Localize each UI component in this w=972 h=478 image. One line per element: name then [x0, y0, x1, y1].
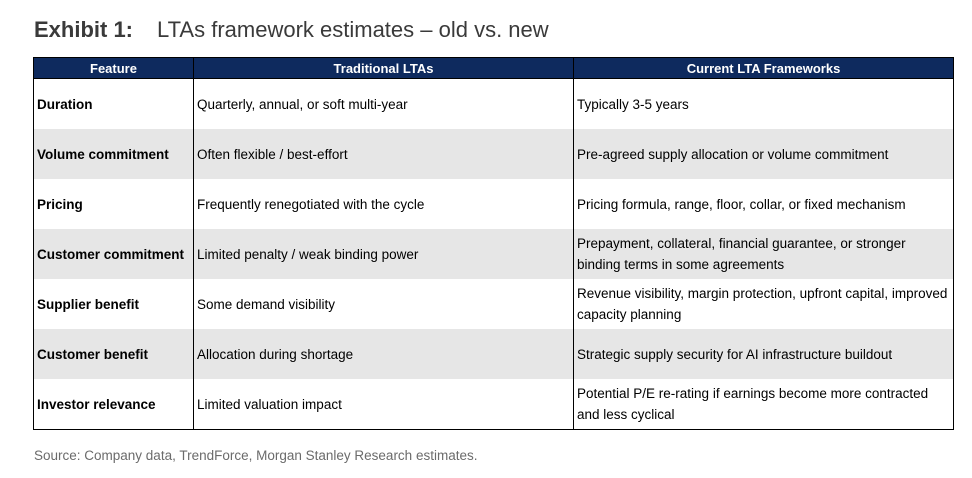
exhibit-title: Exhibit 1: LTAs framework estimates – old… [34, 15, 549, 45]
table-header: Feature Traditional LTAs Current LTA Fra… [33, 57, 954, 79]
traditional-cell: Quarterly, annual, or soft multi-year [193, 78, 574, 129]
header-current-lta-frameworks: Current LTA Frameworks [573, 57, 954, 79]
feature-cell: Customer commitment [33, 229, 194, 279]
table-row: Investor relevance Limited valuation imp… [33, 379, 954, 430]
feature-cell: Supplier benefit [33, 279, 194, 329]
current-cell: Strategic supply security for AI infrast… [573, 329, 954, 379]
table-row: Customer benefit Allocation during short… [33, 329, 954, 379]
source-note: Source: Company data, TrendForce, Morgan… [34, 448, 478, 463]
current-cell: Revenue visibility, margin protection, u… [573, 279, 954, 329]
feature-cell: Duration [33, 78, 194, 129]
comparison-table-container: Feature Traditional LTAs Current LTA Fra… [33, 57, 954, 430]
exhibit-label: Exhibit 1: [34, 17, 134, 42]
table-row: Duration Quarterly, annual, or soft mult… [33, 78, 954, 129]
traditional-cell: Some demand visibility [193, 279, 574, 329]
feature-cell: Volume commitment [33, 129, 194, 179]
feature-cell: Customer benefit [33, 329, 194, 379]
table-row: Supplier benefit Some demand visibility … [33, 279, 954, 329]
table-row: Volume commitment Often flexible / best-… [33, 129, 954, 179]
current-cell: Pre-agreed supply allocation or volume c… [573, 129, 954, 179]
current-cell: Prepayment, collateral, financial guaran… [573, 229, 954, 279]
traditional-cell: Frequently renegotiated with the cycle [193, 179, 574, 229]
traditional-cell: Often flexible / best-effort [193, 129, 574, 179]
current-cell: Typically 3-5 years [573, 78, 954, 129]
table-row: Pricing Frequently renegotiated with the… [33, 179, 954, 229]
feature-cell: Pricing [33, 179, 194, 229]
feature-cell: Investor relevance [33, 379, 194, 430]
current-cell: Pricing formula, range, floor, collar, o… [573, 179, 954, 229]
traditional-cell: Limited valuation impact [193, 379, 574, 430]
exhibit-title-text: LTAs framework estimates – old vs. new [157, 17, 549, 42]
table-header-row: Feature Traditional LTAs Current LTA Fra… [33, 57, 954, 79]
header-traditional-ltas: Traditional LTAs [193, 57, 574, 79]
traditional-cell: Allocation during shortage [193, 329, 574, 379]
table-row: Customer commitment Limited penalty / we… [33, 229, 954, 279]
traditional-cell: Limited penalty / weak binding power [193, 229, 574, 279]
header-feature: Feature [33, 57, 194, 79]
table-body: Duration Quarterly, annual, or soft mult… [33, 78, 954, 430]
current-cell: Potential P/E re-rating if earnings beco… [573, 379, 954, 430]
comparison-table: Feature Traditional LTAs Current LTA Fra… [33, 57, 954, 430]
